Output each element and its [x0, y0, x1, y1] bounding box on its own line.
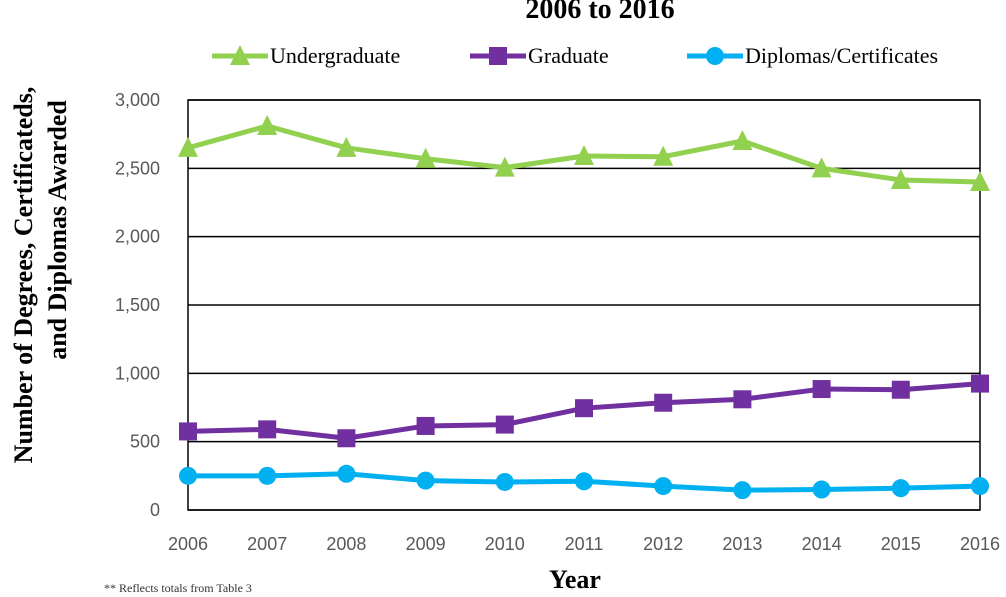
y-axis-ticks: 0 500 1,000 1,500 2,000 2,500 3,000 [115, 90, 160, 520]
y-tick-label: 500 [130, 432, 160, 452]
x-tick-label: 2015 [881, 534, 921, 554]
legend-marker [489, 47, 507, 65]
legend-label: Undergraduate [270, 43, 400, 68]
series-group [178, 114, 990, 500]
data-point [337, 464, 356, 483]
x-tick-label: 2012 [643, 534, 683, 554]
data-point [336, 136, 357, 157]
data-point [970, 171, 990, 191]
legend-label: Graduate [528, 43, 609, 68]
data-point [494, 156, 515, 177]
data-point [574, 145, 594, 166]
x-axis-ticks: 2006 2007 2008 2009 2010 2011 2012 2013 2014 2015… [168, 534, 1000, 554]
legend-item: Diplomas/Certificates [687, 43, 938, 68]
data-point [654, 393, 673, 412]
plot-area [187, 99, 981, 511]
series-undergraduate [178, 114, 990, 191]
data-point [971, 477, 989, 496]
data-point [258, 466, 277, 485]
y-tick-label: 1,500 [115, 295, 160, 315]
gridlines [187, 99, 981, 511]
y-axis-label-line-2: and Diplomas Awarded [43, 100, 72, 360]
data-point [416, 416, 435, 435]
legend-item: Undergraduate [212, 43, 400, 68]
x-tick-label: 2011 [565, 534, 604, 554]
data-point [811, 157, 832, 178]
legend-marker [230, 45, 250, 65]
y-axis-label: Number of Degrees, Certificateds, and Di… [9, 87, 72, 464]
legend-marker [706, 47, 724, 65]
data-point [812, 480, 831, 499]
data-point [495, 415, 514, 434]
legend-item: Graduate [470, 43, 609, 68]
y-axis-label-line-1: Number of Degrees, Certificateds, [9, 87, 38, 464]
y-tick-label: 1,000 [115, 363, 160, 383]
x-tick-label: 2010 [485, 534, 525, 554]
footnote: ** Reflects totals from Table 3 [104, 581, 252, 595]
data-point [337, 429, 356, 448]
data-point [891, 479, 910, 498]
y-tick-label: 2,500 [115, 158, 160, 178]
x-tick-label: 2016 [960, 534, 1000, 554]
x-tick-label: 2014 [802, 534, 842, 554]
data-point [890, 168, 911, 189]
x-tick-label: 2007 [247, 534, 287, 554]
data-point [654, 477, 673, 496]
data-point [733, 390, 752, 409]
data-point [416, 471, 435, 490]
data-point [258, 420, 277, 439]
x-tick-label: 2009 [406, 534, 446, 554]
data-point [575, 472, 593, 491]
data-point [257, 114, 278, 135]
data-point [575, 399, 593, 418]
legend-label: Diplomas/Certificates [745, 43, 938, 68]
x-tick-label: 2008 [326, 534, 366, 554]
data-point [653, 145, 674, 166]
y-tick-label: 2,000 [115, 227, 160, 247]
data-point [812, 380, 831, 399]
data-point [971, 374, 989, 393]
x-tick-label: 2006 [168, 534, 208, 554]
x-axis-label: Year [549, 565, 601, 594]
series-diplomas-certificates [179, 464, 989, 500]
chart-title: 2006 to 2016 [525, 0, 674, 25]
data-point [179, 466, 197, 485]
x-tick-label: 2013 [722, 534, 762, 554]
data-point [179, 422, 197, 441]
y-tick-label: 0 [150, 500, 160, 520]
data-point [732, 130, 753, 150]
data-point [178, 136, 198, 157]
data-point [733, 481, 752, 500]
data-point [495, 472, 514, 491]
legend: Undergraduate Graduate Diplomas/Certificat… [212, 43, 938, 68]
data-point [415, 147, 436, 168]
data-point [891, 380, 910, 399]
y-tick-label: 3,000 [115, 90, 160, 110]
series-graduate [179, 374, 989, 448]
